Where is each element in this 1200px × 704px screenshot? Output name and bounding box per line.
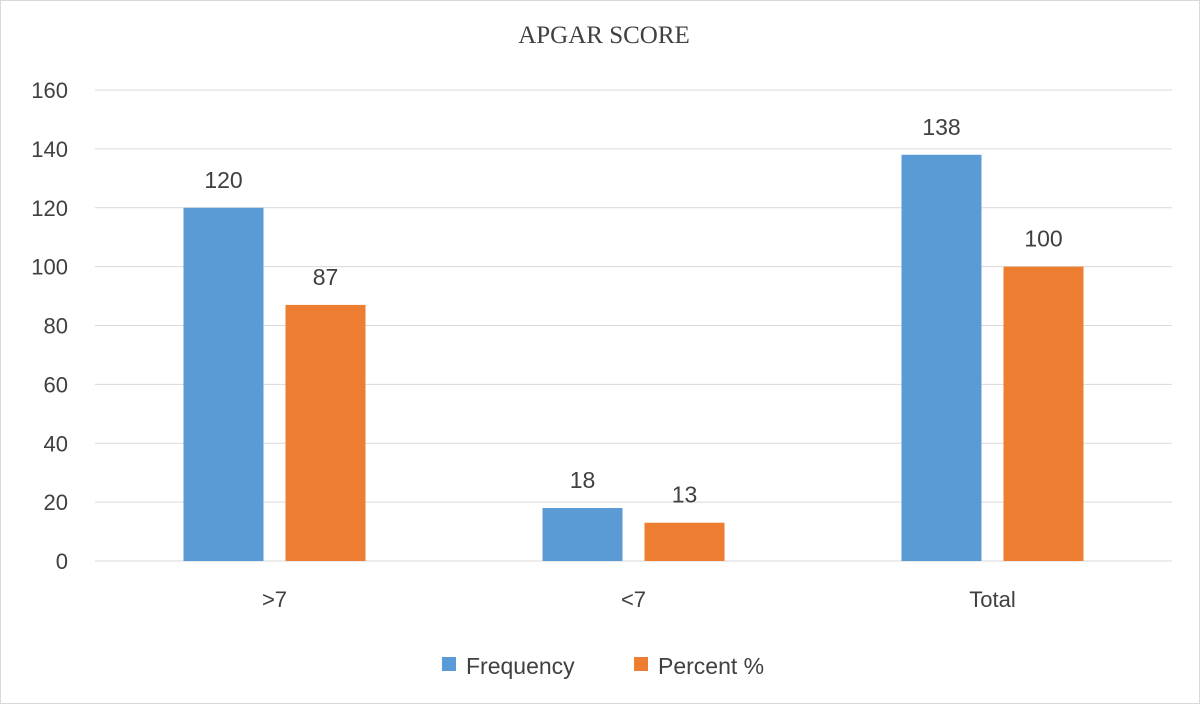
legend: Frequency Percent % — [442, 653, 764, 679]
y-axis-ticks: 0 20 40 60 80 100 120 140 160 — [31, 78, 68, 574]
legend-label: Percent % — [658, 653, 764, 679]
data-label: 18 — [570, 467, 596, 493]
bar — [644, 522, 725, 561]
y-tick-label: 40 — [44, 431, 68, 456]
y-tick-label: 60 — [44, 372, 68, 397]
y-tick-label: 140 — [31, 137, 68, 162]
bar — [183, 207, 264, 561]
x-tick-label: >7 — [262, 587, 287, 612]
data-label: 100 — [1024, 226, 1062, 252]
y-tick-label: 160 — [31, 78, 68, 103]
bar — [542, 508, 623, 561]
data-label: 13 — [672, 482, 698, 508]
y-tick-label: 120 — [31, 196, 68, 221]
bar — [285, 304, 366, 561]
x-tick-label: <7 — [621, 587, 646, 612]
data-label: 120 — [204, 167, 242, 193]
bar — [1003, 266, 1084, 561]
y-tick-label: 80 — [44, 314, 68, 339]
x-axis-categories: >7 <7 Total — [262, 587, 1016, 612]
bar — [901, 154, 982, 561]
data-label: 138 — [922, 114, 960, 140]
gridlines — [95, 89, 1172, 562]
y-tick-label: 20 — [44, 490, 68, 515]
y-tick-label: 100 — [31, 255, 68, 280]
data-label: 87 — [313, 264, 339, 290]
data-labels: 120 87 18 13 138 100 — [204, 114, 1062, 508]
legend-swatch — [442, 657, 456, 671]
legend-swatch — [634, 657, 648, 671]
bars — [183, 154, 1084, 561]
legend-label: Frequency — [466, 653, 575, 679]
chart-title: APGAR SCORE — [518, 22, 690, 49]
y-tick-label: 0 — [56, 549, 68, 574]
x-tick-label: Total — [969, 587, 1015, 612]
